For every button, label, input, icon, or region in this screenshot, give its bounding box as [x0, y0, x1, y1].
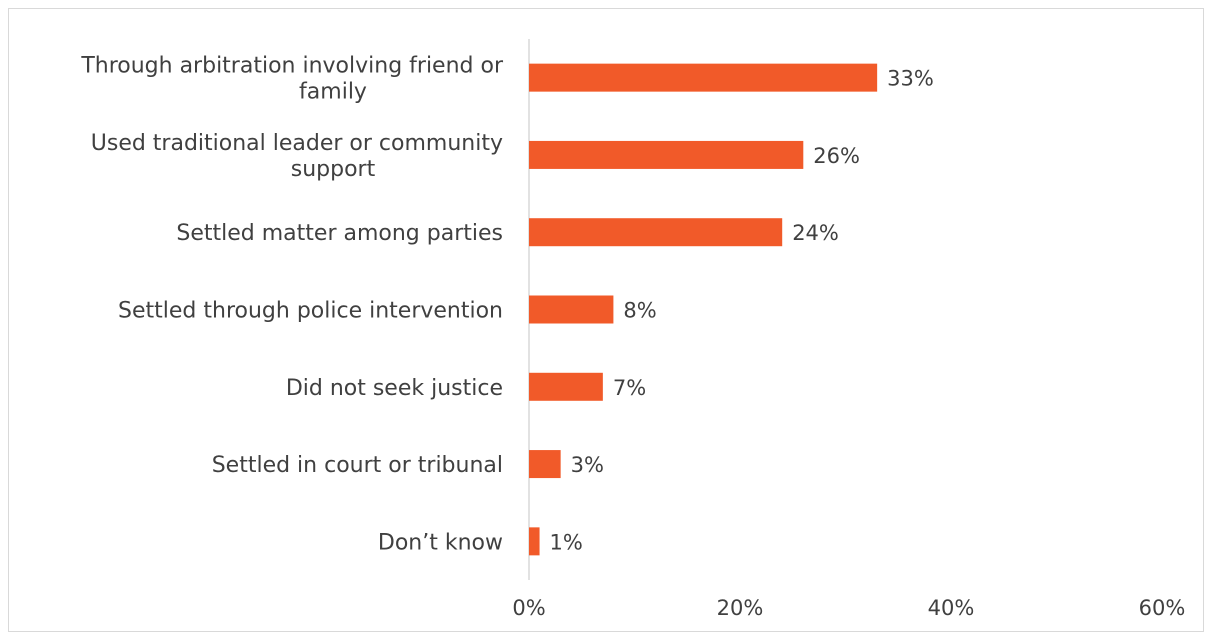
value-label-4: 8%	[623, 299, 656, 323]
category-label-5: Did not seek justice	[286, 376, 503, 401]
category-label-2: Used traditional leader or community supp…	[91, 131, 503, 182]
category-label-line: support	[291, 157, 376, 182]
category-label-6: Settled in court or tribunal	[212, 453, 503, 478]
value-label-3: 24%	[792, 221, 839, 245]
value-label-5: 7%	[613, 376, 646, 400]
bar-3	[529, 218, 782, 246]
value-label-7: 1%	[550, 530, 583, 554]
category-label-line: Settled in court or tribunal	[212, 453, 503, 478]
category-label-1: Through arbitration involving friend or f…	[80, 54, 504, 105]
bar-1	[529, 64, 877, 92]
category-label-4: Settled through police intervention	[118, 299, 503, 324]
category-label-line: Settled through police intervention	[118, 299, 503, 324]
bar-4	[529, 296, 613, 324]
category-label-line: Through arbitration involving friend or	[80, 54, 504, 79]
x-tick-label-2: 20%	[717, 596, 764, 620]
x-tick-label-4: 60%	[1139, 596, 1186, 620]
category-label-3: Settled matter among parties	[176, 221, 503, 246]
bar-7	[529, 527, 540, 555]
bar-6	[529, 450, 561, 478]
bar-5	[529, 373, 603, 401]
category-label-line: family	[299, 80, 367, 105]
value-label-6: 3%	[571, 453, 604, 477]
category-label-line: Don’t know	[378, 530, 503, 555]
bar-2	[529, 141, 803, 169]
category-label-line: Did not seek justice	[286, 376, 503, 401]
x-tick-label-3: 40%	[928, 596, 975, 620]
x-tick-label-1: 0%	[512, 596, 545, 620]
category-label-line: Used traditional leader or community	[91, 131, 503, 156]
value-label-2: 26%	[813, 144, 860, 168]
category-label-7: Don’t know	[378, 530, 503, 555]
category-label-line: Settled matter among parties	[176, 221, 503, 246]
value-label-1: 33%	[887, 67, 934, 91]
